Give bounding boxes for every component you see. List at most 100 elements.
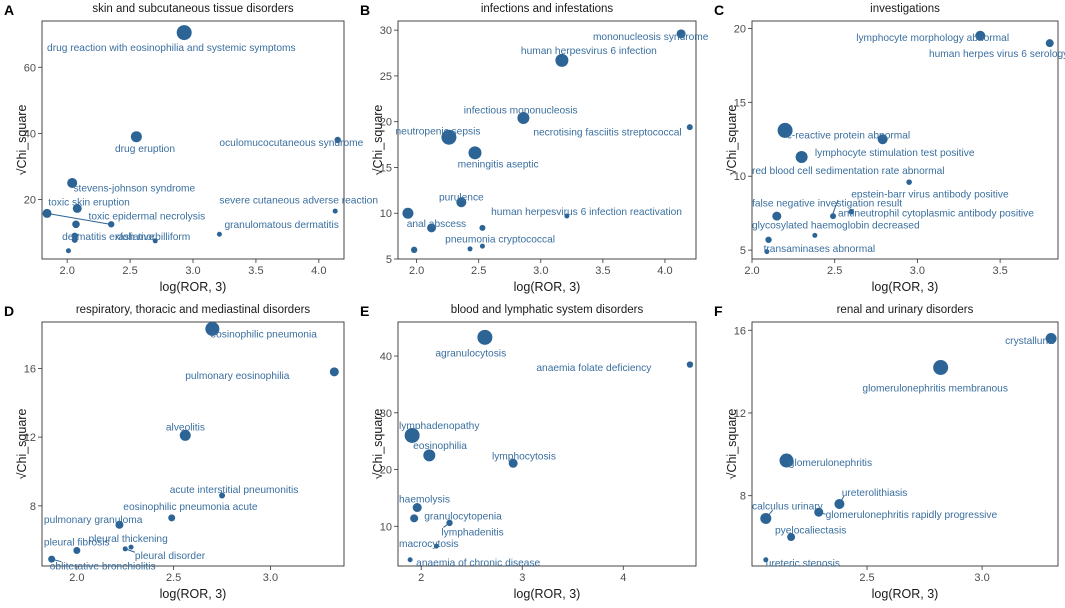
data-point — [479, 243, 485, 249]
x-axis-label-b: log(ROR, 3) — [514, 280, 581, 294]
y-tick-label: 20 — [734, 23, 746, 35]
data-point — [72, 203, 82, 213]
point-label: haemolysis — [399, 495, 450, 506]
point-label: drug reaction with eosinophilia and syst… — [47, 43, 296, 54]
point-label: ureteric stenosis — [766, 558, 840, 569]
data-point — [67, 177, 78, 188]
x-tick-label: 2.0 — [69, 572, 84, 584]
point-label: agranulocytosis — [435, 349, 506, 360]
point-label: glycosylated haemoglobin decreased — [752, 221, 920, 232]
data-point — [168, 514, 176, 522]
x-tick-label: 3.0 — [263, 572, 278, 584]
point-label: lymphocyte morphology abnormal — [856, 33, 1009, 44]
point-label: eosinophilic pneumonia — [210, 330, 317, 341]
data-point — [812, 232, 818, 238]
y-tick-label: 20 — [380, 117, 392, 129]
point-label: epstein-barr virus antibody positive — [851, 189, 1009, 200]
y-axis-label-a: √Chi_square — [15, 105, 29, 176]
point-label: pleural fibrosis — [44, 537, 110, 548]
point-label: pleural thickening — [88, 534, 168, 545]
y-tick-label: 12 — [24, 432, 36, 444]
data-point — [848, 208, 855, 215]
y-tick-label: 10 — [380, 521, 392, 533]
y-tick-label: 25 — [380, 71, 392, 83]
data-point — [73, 547, 81, 555]
data-point — [108, 221, 115, 228]
data-point — [467, 246, 473, 252]
data-point — [407, 557, 413, 563]
x-tick-label: 4.0 — [311, 265, 326, 277]
data-point — [814, 507, 824, 517]
point-label: severe cutaneous adverse reaction — [219, 196, 378, 207]
point-label: macrocytosis — [399, 539, 458, 550]
label-leader-line — [46, 212, 111, 225]
y-tick-label: 16 — [734, 325, 746, 337]
label-leader-line — [832, 199, 839, 214]
data-point — [410, 246, 418, 254]
data-point — [834, 498, 845, 509]
panel-letter-a: A — [4, 2, 14, 18]
y-tick-label: 5 — [386, 254, 392, 266]
data-point — [402, 207, 414, 219]
point-label: glomerulonephritis membranous — [862, 384, 1008, 395]
y-tick-label: 20 — [24, 195, 36, 207]
x-axis-label-a: log(ROR, 3) — [160, 280, 227, 294]
point-label: false negative investigation result — [752, 198, 902, 209]
y-tick-label: 40 — [380, 351, 392, 363]
x-axis-label-d: log(ROR, 3) — [160, 587, 227, 601]
point-label: anaemia of chronic disease — [416, 558, 540, 569]
point-label: glomerulonephritis — [789, 458, 872, 469]
point-label: crystalluria — [1005, 336, 1054, 347]
panel-letter-e: E — [360, 303, 369, 319]
point-label: eosinophilic pneumonia acute — [123, 502, 258, 513]
point-label: lymphadenitis — [441, 527, 503, 538]
data-point — [48, 555, 56, 563]
point-label: obliterative bronchiolitis — [50, 562, 156, 573]
point-label: necrotising fasciitis streptococcal — [533, 127, 681, 138]
data-point — [456, 197, 467, 208]
data-point — [468, 146, 482, 160]
panel-frame-d — [41, 321, 345, 567]
panel-title-f: renal and urinary disorders — [837, 304, 974, 316]
data-point — [686, 124, 693, 131]
data-point — [764, 249, 770, 255]
y-axis-label-d: √Chi_square — [15, 409, 29, 480]
x-tick-label: 2.5 — [471, 265, 486, 277]
point-label: oculomucocutaneous syndrome — [219, 138, 363, 149]
point-label: calculus urinary — [752, 502, 824, 513]
y-tick-label: 20 — [380, 465, 392, 477]
data-point — [404, 427, 420, 443]
x-tick-label: 2.5 — [827, 265, 842, 277]
point-label: pyelocaliectasis — [775, 525, 846, 536]
data-point — [71, 236, 78, 243]
data-point — [446, 519, 453, 527]
data-point — [433, 543, 439, 549]
data-point — [479, 224, 486, 231]
panel-frame-e — [397, 321, 697, 567]
data-point — [205, 321, 220, 336]
panel-letter-b: B — [360, 2, 370, 18]
data-point — [787, 533, 796, 542]
data-point — [427, 223, 437, 233]
panel-title-b: infections and infestations — [481, 3, 614, 15]
y-tick-label: 15 — [380, 162, 392, 174]
data-point — [564, 213, 570, 219]
data-point — [508, 458, 518, 468]
x-tick-label: 3.0 — [533, 265, 548, 277]
y-tick-label: 8 — [30, 501, 36, 513]
data-point — [517, 112, 530, 125]
data-point — [410, 514, 419, 523]
data-point — [1045, 39, 1054, 48]
x-tick-label: 2.5 — [122, 265, 137, 277]
data-point — [877, 134, 888, 145]
point-label: lymphadenopathy — [399, 421, 480, 432]
data-point — [216, 231, 222, 237]
point-label: infectious mononucleosis — [464, 105, 578, 116]
x-tick-label: 4 — [620, 572, 626, 584]
point-label: acute interstitial pneumonitis — [170, 485, 299, 496]
point-label: c-reactive protein abnormal — [787, 130, 910, 141]
point-label: granulomatous dermatitis — [224, 220, 338, 231]
x-axis-label-e: log(ROR, 3) — [514, 587, 581, 601]
y-tick-label: 30 — [380, 408, 392, 420]
x-tick-label: 3.5 — [992, 265, 1007, 277]
